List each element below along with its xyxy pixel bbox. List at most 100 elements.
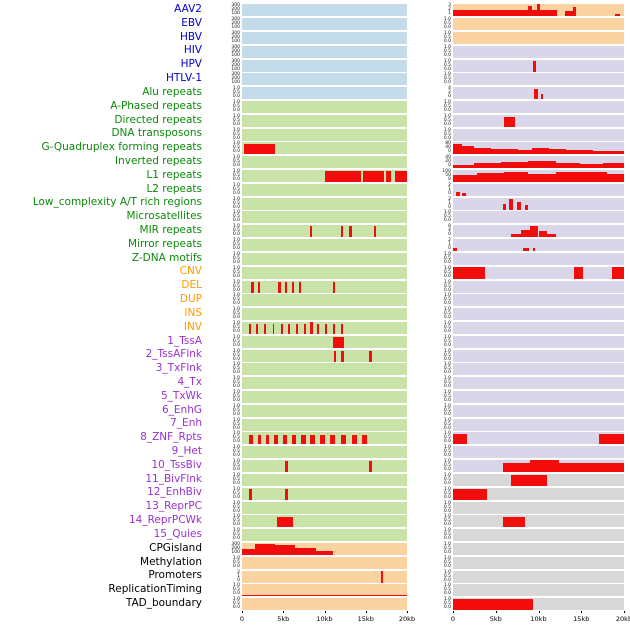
left-track-panel [242,128,407,141]
y-tick-label: 0.5 [232,366,240,372]
y-tick-label: 0.5 [232,435,240,441]
track-row: 5_TxWk 1.0 0.5 0.0 1.0 0.5 0.0 [0,390,630,404]
track-label: 8_ZNF_Rpts [140,431,202,444]
y-tick-label: 0.0 [443,549,451,555]
y-tick-label: 1.0 [232,210,240,216]
data-segment [310,434,316,445]
y-tick-label: 1.0 [232,417,240,423]
data-segment [603,163,624,169]
right-axis-ticks: 1.0 0.5 0.0 [407,418,453,431]
track-label: CNV [179,265,202,278]
y-tick-label: 1.0 [443,403,451,409]
track-row: Directed repeats 1.0 0.5 0.0 1.0 0.5 0.0 [0,114,630,128]
y-tick-label: 0.0 [232,522,240,528]
track-label: 9_Het [171,445,202,457]
right-axis-ticks: 1.0 0.5 0.0 [407,403,453,417]
y-tick-label: 1.0 [443,597,451,603]
right-track-panel [453,183,624,196]
y-tick-label: 0.0 [232,453,240,459]
left-track-panel [242,266,407,279]
track-label: 14_ReprPCWk [128,514,202,527]
track-label: INS [184,306,202,319]
track-row: 3_TxFlnk 1.0 0.5 0.0 1.0 0.5 0.0 [0,362,630,376]
right-track-panel [453,529,624,542]
data-segment [502,463,530,473]
data-segment [528,5,532,17]
y-tick-label: 1.0 [232,555,240,561]
y-tick-label: 0.0 [443,315,451,321]
right-axis-ticks: 1.0 0.5 0.0 [407,45,453,58]
data-segment [264,324,267,334]
y-tick-label: 1 [448,200,451,206]
track-label: 4_Tx [177,375,202,388]
right-axis-ticks: 1.0 0.5 0.0 [407,294,453,307]
y-tick-label: 0.0 [443,563,451,569]
left-track-panel [242,377,407,390]
track-row: 13_ReprPC 1.0 0.5 0.0 1.0 0.5 0.0 [0,500,630,514]
x-axis-tickmark [624,610,625,614]
axis-spacer-ticks [206,611,242,629]
right-axis-ticks: 1.0 0.5 0.0 [407,252,453,265]
y-tick-label: 1.0 [232,251,240,257]
y-tick-label: 0.5 [232,159,240,165]
track-label: Promoters [148,569,202,582]
y-tick-label: 1.0 [443,320,451,326]
y-tick-label: 0.5 [443,34,451,40]
data-segment [453,434,467,445]
y-tick-label: 1 [237,573,240,579]
left-track-panel [242,142,407,155]
track-row: Promoters 2 1 0 1.0 0.5 0.0 [0,569,630,583]
left-track-panel [242,183,407,196]
y-tick-label: 0.0 [443,80,451,86]
y-tick-label: 0 [237,577,240,583]
track-label: HBV [180,30,202,43]
track-row: 1_TssA 1.0 0.5 0.0 1.0 0.5 0.0 [0,335,630,349]
x-axis-tickmark [365,610,367,614]
x-axis-left: 0 5kb 10kb 15kb 20kb [240,610,415,629]
y-tick-label: 0.5 [443,324,451,330]
track-label: 11_BivFlnk [145,472,202,485]
y-tick-label: 0.5 [443,366,451,372]
right-track-panel [453,100,624,113]
right-track-panel [453,294,624,307]
right-track-panel [453,114,624,127]
y-tick-label: 1.0 [232,486,240,492]
right-axis-ticks: 1.0 0.5 0.0 [407,280,453,293]
y-tick-label: 0.5 [232,173,240,179]
right-axis-ticks: 1.0 0.5 0.0 [407,584,453,597]
data-segment [529,225,539,238]
y-tick-label: 20 [445,159,451,165]
track-label: INV [183,320,202,333]
y-tick-label: 0.5 [443,518,451,524]
track-label: L2 repeats [146,182,202,195]
data-segment [317,324,320,334]
x-axis-label: 10kb [530,614,547,623]
y-tick-label: 0.5 [443,601,451,607]
data-segment [257,281,261,293]
left-track-panel [242,18,407,31]
data-segment [502,516,525,528]
data-segment [462,192,466,196]
y-tick-label: 1.0 [232,196,240,202]
left-track-panel [242,197,407,210]
right-track-panel [453,73,624,86]
data-segment [276,516,294,528]
track-label: DUP [179,293,202,306]
y-tick-label: 0.0 [232,591,240,597]
y-tick-label: 0.5 [232,338,240,344]
data-segment [521,230,530,238]
right-axis-ticks: 1.0 0.5 0.0 [407,73,453,86]
left-axis-ticks: 1.0 0.5 0.0 [206,473,242,486]
right-track-panel [453,170,624,183]
track-label: Methylation [140,555,202,568]
right-axis-ticks: 1.0 0.5 0.0 [407,114,453,127]
left-track-panel [242,501,407,514]
y-tick-label: 0.0 [232,190,240,196]
y-tick-label: 4 [448,86,451,92]
y-tick-label: 200 [231,34,240,40]
right-track-panel [453,321,624,334]
track-label: Inverted repeats [114,154,202,167]
data-segment [280,324,283,334]
data-segment [555,172,580,183]
x-axis-label: 5kb [277,614,290,623]
